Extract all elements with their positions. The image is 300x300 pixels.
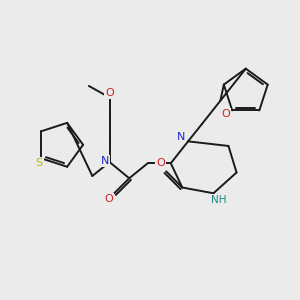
Text: S: S (35, 158, 43, 168)
Text: O: O (105, 88, 114, 98)
Text: O: O (104, 194, 113, 204)
Text: NH: NH (212, 195, 227, 205)
Text: O: O (156, 158, 165, 168)
Text: N: N (101, 156, 109, 166)
Text: N: N (177, 132, 185, 142)
Text: O: O (221, 109, 230, 119)
